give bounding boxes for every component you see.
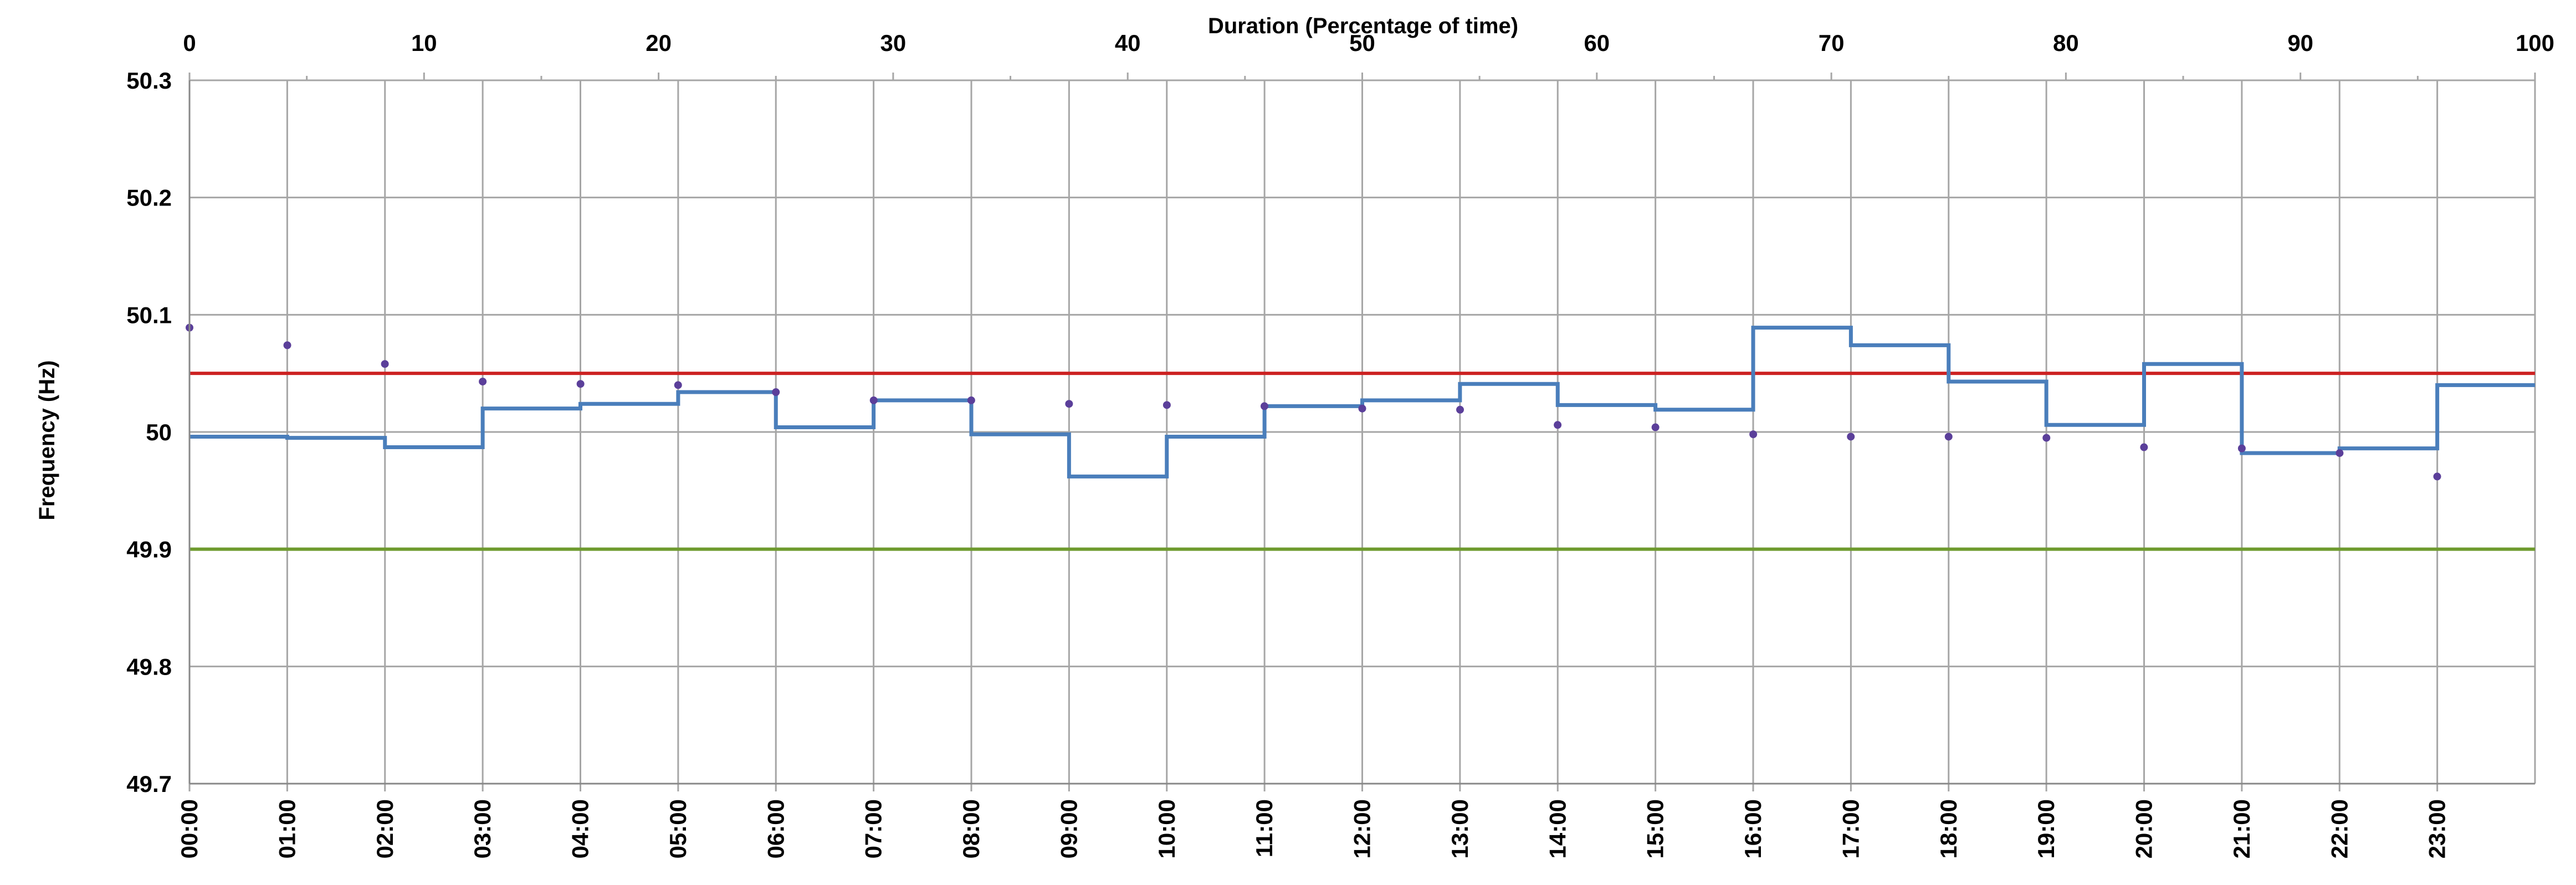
tick-labels: 50.3 50.2 50.1 50 49.9 49.8 49.700:00 01:00 02:0… (126, 30, 2554, 858)
x-time-tick-label: 02:00 (372, 799, 398, 858)
duration-point (1358, 404, 1366, 413)
duration-point (1847, 433, 1855, 441)
hourly-frequency-step-line (190, 326, 2535, 478)
top-tick-label: 10 (411, 30, 437, 56)
x-time-tick-label: 20:00 (2131, 799, 2157, 858)
x-time-tick-label: 13:00 (1447, 799, 1473, 858)
top-tick-label: 40 (1115, 30, 1141, 56)
x-time-tick-label: 23:00 (2424, 799, 2450, 858)
x-time-tick-label: 09:00 (1056, 799, 1082, 858)
y-tick-label: 50 (146, 419, 172, 445)
x-time-tick-label: 19:00 (2033, 799, 2059, 858)
x-time-tick-label: 03:00 (469, 799, 495, 858)
duration-point (2433, 472, 2441, 481)
x-time-tick-label: 10:00 (1154, 799, 1180, 858)
duration-point (1651, 423, 1660, 431)
duration-point (1065, 400, 1073, 408)
duration-point (2042, 434, 2051, 442)
x-time-tick-label: 22:00 (2326, 799, 2352, 858)
duration-point (1162, 401, 1171, 409)
x-time-tick-label: 08:00 (958, 799, 984, 858)
duration-point (772, 388, 780, 397)
duration-point (1944, 433, 1953, 441)
duration-point (479, 377, 487, 385)
x-time-tick-label: 04:00 (567, 799, 593, 858)
top-tick-label: 100 (2516, 30, 2554, 56)
duration-point (1260, 402, 1268, 410)
x-time-tick-label: 05:00 (665, 799, 691, 858)
duration-point (1749, 430, 1758, 439)
duration-point (674, 381, 682, 389)
top-tick-label: 70 (1819, 30, 1845, 56)
y-tick-label: 49.8 (126, 654, 172, 680)
top-tick-label: 90 (2287, 30, 2313, 56)
duration-point (967, 396, 975, 404)
duration-point (2237, 444, 2246, 452)
x-time-tick-label: 21:00 (2229, 799, 2255, 858)
top-axis-title: Duration (Percentage of time) (1208, 14, 1518, 38)
x-time-tick-label: 15:00 (1642, 799, 1668, 858)
duration-point (869, 396, 878, 404)
y-axis-title: Frequency (Hz) (35, 361, 59, 521)
duration-point (381, 360, 389, 368)
top-tick-label: 30 (880, 30, 907, 56)
duration-point (1554, 421, 1562, 429)
x-time-tick-label: 17:00 (1837, 799, 1863, 858)
x-time-tick-label: 11:00 (1251, 799, 1277, 857)
top-tick-label: 60 (1584, 30, 1610, 56)
duration-point (2336, 449, 2344, 457)
duration-point (1456, 405, 1464, 414)
x-time-tick-label: 06:00 (762, 799, 788, 858)
axes (188, 73, 2536, 791)
y-tick-label: 50.1 (126, 302, 172, 328)
duration-point (283, 341, 291, 349)
top-tick-label: 20 (646, 30, 672, 56)
x-time-tick-label: 01:00 (274, 799, 300, 858)
x-time-tick-label: 14:00 (1544, 799, 1570, 858)
gridlines (188, 79, 2536, 785)
duration-point (576, 380, 585, 388)
x-time-tick-label: 16:00 (1740, 799, 1766, 858)
y-tick-label: 50.3 (126, 68, 172, 94)
y-tick-label: 50.2 (126, 185, 172, 211)
data-series (186, 323, 2535, 481)
top-tick-label: 50 (1349, 30, 1375, 56)
x-time-tick-label: 12:00 (1349, 799, 1375, 858)
y-tick-label: 49.9 (126, 537, 172, 563)
y-tick-label: 49.7 (126, 771, 172, 797)
x-time-tick-label: 18:00 (1935, 799, 1962, 858)
duration-point (2140, 443, 2148, 451)
top-tick-label: 0 (183, 30, 196, 56)
top-tick-label: 80 (2053, 30, 2079, 56)
x-time-tick-label: 00:00 (176, 799, 202, 858)
x-time-tick-label: 07:00 (861, 799, 887, 858)
